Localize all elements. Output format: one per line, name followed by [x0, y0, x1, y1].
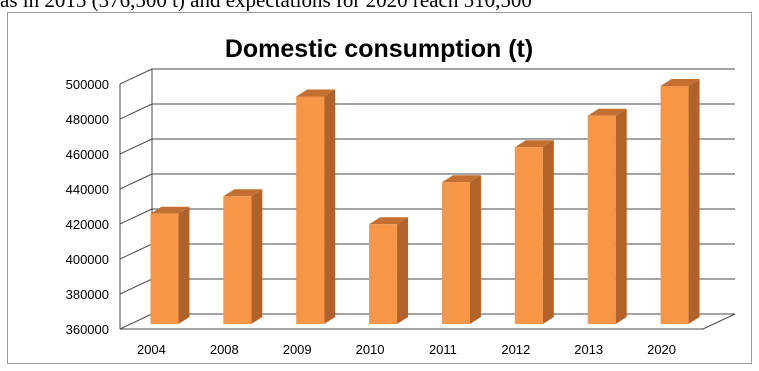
y-tick-label: 460000	[66, 147, 109, 162]
y-tick-label: 500000	[66, 77, 109, 92]
bar	[150, 206, 190, 324]
bar	[296, 89, 336, 324]
gridline-diagonal	[119, 313, 153, 330]
gridlines	[119, 68, 736, 330]
bar-top	[150, 206, 190, 214]
bar-side	[688, 79, 700, 324]
bar-side	[251, 189, 263, 324]
x-axis-tick-labels: 2004 2008 2009 2010 2011 2012 2013 2020	[137, 342, 676, 357]
y-axis-tick-labels: 360000 380000 400000 420000 440000 460000 4800…	[66, 77, 109, 337]
y-tick-label: 360000	[66, 322, 109, 337]
x-tick-label: 2020	[647, 342, 676, 357]
gridline-diagonal	[119, 208, 153, 225]
bar-side	[324, 89, 336, 324]
chart-title: Domestic consumption (t)	[225, 35, 533, 63]
x-tick-label: 2004	[137, 342, 166, 357]
x-tick-label: 2009	[283, 342, 312, 357]
bar	[369, 217, 409, 324]
bar-side	[469, 175, 481, 324]
bar-side	[178, 206, 190, 324]
x-tick-label: 2011	[429, 342, 457, 357]
bar	[223, 189, 263, 324]
bar	[441, 175, 481, 324]
x-tick-label: 2013	[574, 342, 603, 357]
y-tick-label: 400000	[66, 252, 109, 267]
x-tick-label: 2008	[210, 342, 239, 357]
bar-side	[542, 140, 554, 324]
y-tick-label: 380000	[66, 287, 109, 302]
gridline-diagonal	[119, 243, 153, 260]
bar-top	[660, 79, 700, 86]
y-tick-label: 440000	[66, 182, 109, 197]
bar-chart: Domestic consumption (t) 360000 380000 400…	[66, 35, 736, 357]
x-tick-label: 2012	[501, 342, 530, 357]
bar-top	[296, 89, 336, 97]
bar-front	[369, 224, 398, 324]
gridline-diagonal	[119, 103, 153, 120]
gridline-diagonal	[119, 173, 153, 190]
floor-right-edge	[702, 313, 736, 330]
gridline-diagonal	[119, 278, 153, 295]
bar-front	[660, 86, 689, 324]
y-tick-label: 480000	[66, 112, 109, 127]
y-tick-label: 420000	[66, 217, 109, 232]
chart-frame: Domestic consumption (t) 360000 380000 400…	[7, 12, 752, 364]
bars	[150, 79, 700, 324]
bar	[514, 140, 554, 324]
gridline-diagonal	[119, 138, 153, 155]
bar-front	[223, 196, 252, 324]
x-tick-label: 2010	[356, 342, 385, 357]
bar-side	[615, 108, 627, 324]
bar-top	[369, 217, 409, 225]
bar-top	[223, 189, 263, 197]
bar-top	[514, 140, 554, 148]
bar-front	[150, 213, 179, 324]
bar-top	[441, 175, 481, 183]
bar-side	[397, 217, 409, 324]
gridline-diagonal	[119, 68, 153, 85]
caption-fragment: as in 2015 (376,500 t) and expectations …	[0, 0, 759, 11]
bar-front	[441, 182, 470, 324]
bar	[660, 79, 700, 324]
bar-top	[587, 108, 627, 116]
bar	[587, 108, 627, 324]
bar-front	[587, 115, 616, 324]
bar-front	[514, 147, 543, 324]
bar-front	[296, 96, 325, 324]
